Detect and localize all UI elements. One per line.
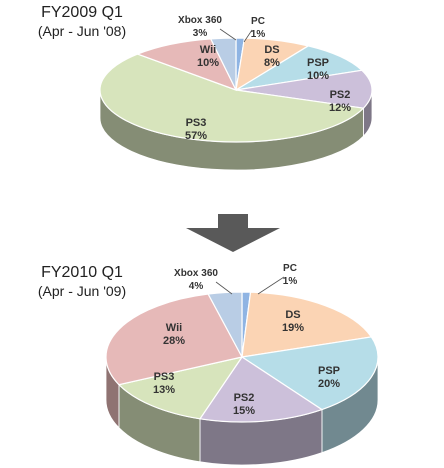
- slice-percent-label: 57%: [185, 130, 207, 142]
- pie-slices: [99, 37, 373, 143]
- slice-name-label: PC: [283, 263, 297, 274]
- slice-percent-label: 10%: [197, 57, 219, 69]
- slice-name-label: Wii: [166, 322, 182, 334]
- slice-name-label: Wii: [200, 44, 216, 56]
- slice-name-label: Xbox 360: [178, 15, 222, 26]
- slice-percent-label: 4%: [189, 281, 204, 292]
- slice-name-label: PS3: [186, 117, 207, 129]
- leader-line-xbox-360: [219, 28, 237, 41]
- slice-percent-label: 3%: [193, 28, 208, 39]
- slice-name-label: PSP: [318, 365, 340, 377]
- title-period-label: FY2009 Q1: [41, 4, 123, 21]
- slice-percent-label: 12%: [329, 102, 351, 114]
- slice-name-label: Xbox 360: [174, 268, 218, 279]
- pie-slice-wii: [135, 38, 238, 92]
- slice-percent-label: 20%: [318, 378, 340, 390]
- pie-slice-ps3: [117, 356, 244, 420]
- pie-slice-ps2: [235, 69, 373, 109]
- pie-side-walls: [105, 356, 379, 466]
- pie-slices: [105, 291, 379, 423]
- slice-percent-label: 10%: [307, 70, 329, 82]
- slice-percent-label: 8%: [264, 57, 280, 69]
- leader-line-xbox-360: [215, 281, 233, 295]
- pie-slice-xbox-360: [209, 37, 237, 91]
- pie-slice-ps2: [198, 356, 324, 423]
- slice-percent-label: 28%: [163, 335, 185, 347]
- slice-percent-label: 15%: [233, 405, 255, 417]
- slice-name-label: DS: [285, 309, 300, 321]
- chart-title-fy2010: FY2010 Q1 (Apr - Jun '09): [2, 263, 162, 300]
- pie-slice-ds: [241, 291, 373, 358]
- slice-name-label: PS2: [234, 392, 255, 404]
- pie-slice-ps3: [99, 53, 365, 143]
- title-period-label: FY2010 Q1: [41, 264, 123, 281]
- title-date-range: (Apr - Jun '08): [37, 23, 127, 39]
- pie-slice-psp: [240, 336, 379, 411]
- pie-slice-psp: [235, 45, 364, 91]
- chart-title-fy2009: FY2009 Q1 (Apr - Jun '08): [2, 3, 162, 40]
- pie-slice-wii: [105, 293, 243, 386]
- slice-name-label: PSP: [307, 57, 329, 69]
- slice-percent-label: 1%: [251, 29, 266, 40]
- leader-line-pc: [257, 276, 285, 295]
- slice-name-label: PS3: [154, 371, 175, 383]
- slice-percent-label: 19%: [282, 322, 304, 334]
- slice-name-label: PS2: [330, 89, 351, 101]
- slice-name-label: DS: [264, 44, 279, 56]
- title-date-range: (Apr - Jun '09): [37, 283, 127, 299]
- slice-percent-label: 13%: [153, 384, 175, 396]
- slice-percent-label: 1%: [283, 276, 298, 287]
- down-arrow-icon: [186, 214, 280, 252]
- pie-slice-xbox-360: [207, 291, 243, 358]
- leader-line-pc: [243, 29, 253, 43]
- slice-name-label: PC: [251, 16, 265, 27]
